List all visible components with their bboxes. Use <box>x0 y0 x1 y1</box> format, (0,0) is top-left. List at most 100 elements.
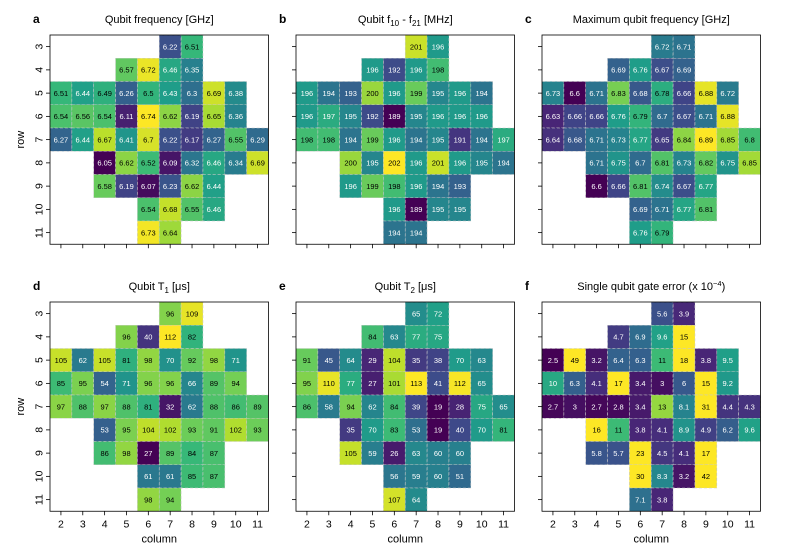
heatmap-cells: 6.22 6.51 6.57 6.72 6.46 6.35 6.51 6.44 6.49 6.26… <box>49 34 269 245</box>
cell-value: 6.62 <box>163 112 178 121</box>
heatmap-cell <box>541 394 565 419</box>
cell-value: 96 <box>166 309 174 318</box>
heatmap-cell <box>295 394 319 419</box>
cell-value: 45 <box>325 356 333 365</box>
y-tick-label: 10 <box>34 470 46 482</box>
cell-value: 6.88 <box>699 89 714 98</box>
cell-value: 6.77 <box>633 135 648 144</box>
x-tick-label: 4 <box>102 518 108 530</box>
cell-value: 6.27 <box>54 135 69 144</box>
heatmap-cell <box>563 394 586 419</box>
cell-value: 2.7 <box>548 402 558 411</box>
cell-value: 201 <box>432 159 445 168</box>
cell-value: 8.3 <box>657 472 667 481</box>
y-tick-label: 4 <box>34 67 46 73</box>
x-tick-label: 5 <box>616 518 622 530</box>
panel-title: Qubit T1 [μs] <box>129 281 190 295</box>
cell-value: 15 <box>680 333 688 342</box>
panel-title: Qubit T2 [μs] <box>375 281 436 295</box>
cell-value: 102 <box>164 426 177 435</box>
cell-value: 196 <box>432 42 445 51</box>
heatmap-cell <box>448 464 472 489</box>
cell-value: 18 <box>680 356 688 365</box>
cell-value: 3.9 <box>679 309 689 318</box>
x-tick-label: 10 <box>722 518 734 530</box>
x-tick-label: 6 <box>637 518 643 530</box>
cell-value: 4.9 <box>701 426 711 435</box>
cell-value: 6.76 <box>611 112 626 121</box>
cell-value: 6.23 <box>163 182 178 191</box>
cell-value: 6.07 <box>141 182 156 191</box>
panel-label: c <box>525 12 532 26</box>
heatmap-cells: 6.72 6.71 6.69 6.76 6.67 6.69 6.73 6.6 6.71 6.83 6… <box>541 34 761 245</box>
cell-value: 6.44 <box>75 89 90 98</box>
cell-value: 6.81 <box>633 182 648 191</box>
cell-value: 6.67 <box>97 135 112 144</box>
x-tick-label: 8 <box>189 518 195 530</box>
heatmap-cell <box>71 394 94 419</box>
x-tick-label: 7 <box>413 518 419 530</box>
cell-value: 194 <box>432 182 445 191</box>
heatmap-cell <box>585 174 608 199</box>
x-tick-label: 8 <box>681 518 687 530</box>
cell-value: 6.73 <box>677 159 692 168</box>
cell-value: 3.4 <box>635 402 645 411</box>
cell-value: 4.4 <box>723 402 733 411</box>
y-tick-label: 3 <box>34 44 46 50</box>
cell-value: 63 <box>478 356 486 365</box>
cell-value: 202 <box>388 159 401 168</box>
cell-value: 196 <box>432 112 445 121</box>
cell-value: 199 <box>366 135 379 144</box>
cell-value: 6.68 <box>163 205 178 214</box>
heatmap-cell <box>49 394 73 419</box>
cell-value: 6.54 <box>54 112 69 121</box>
cell-value: 7.1 <box>635 495 645 504</box>
cell-value: 194 <box>410 135 423 144</box>
cell-value: 70 <box>368 426 376 435</box>
cell-value: 39 <box>412 402 420 411</box>
cell-value: 56 <box>390 472 398 481</box>
cell-value: 6.38 <box>228 89 243 98</box>
cell-value: 96 <box>144 379 152 388</box>
cell-value: 113 <box>410 379 422 388</box>
cell-value: 6.73 <box>141 228 156 237</box>
cell-value: 6.79 <box>633 112 648 121</box>
cell-value: 85 <box>188 472 196 481</box>
cell-value: 6.64 <box>546 135 561 144</box>
cell-value: 85 <box>57 379 65 388</box>
cell-value: 30 <box>636 472 644 481</box>
x-tick-label: 10 <box>476 518 488 530</box>
cell-value: 2.5 <box>548 356 558 365</box>
heatmap-cell <box>585 441 608 466</box>
x-tick-label: 3 <box>80 518 86 530</box>
cell-value: 81 <box>144 402 152 411</box>
heatmap-cell <box>115 441 138 466</box>
cell-value: 5.7 <box>613 449 623 458</box>
cell-value: 2.8 <box>613 402 623 411</box>
cell-value: 75 <box>478 402 486 411</box>
heatmap-cell <box>738 150 761 175</box>
y-tick-label: 8 <box>34 160 46 166</box>
cell-value: 11 <box>615 426 623 435</box>
cell-value: 51 <box>456 472 464 481</box>
cell-value: 86 <box>100 449 108 458</box>
y-axis-label: row <box>15 131 27 149</box>
cell-value: 6.62 <box>119 159 134 168</box>
cell-value: 86 <box>232 402 240 411</box>
cell-value: 3 <box>660 379 664 388</box>
cell-value: 6.54 <box>97 112 112 121</box>
cell-value: 75 <box>434 333 442 342</box>
cell-value: 196 <box>366 66 379 75</box>
cell-value: 112 <box>164 333 176 342</box>
heatmap-cell <box>607 441 630 466</box>
cell-value: 3 <box>573 402 577 411</box>
panel-label: a <box>33 12 40 26</box>
x-tick-label: 11 <box>744 518 755 530</box>
heatmap-cell <box>180 197 204 222</box>
cell-value: 6.35 <box>185 66 200 75</box>
cell-value: 15 <box>702 379 710 388</box>
cell-value: 31 <box>702 402 710 411</box>
cell-value: 196 <box>388 135 401 144</box>
